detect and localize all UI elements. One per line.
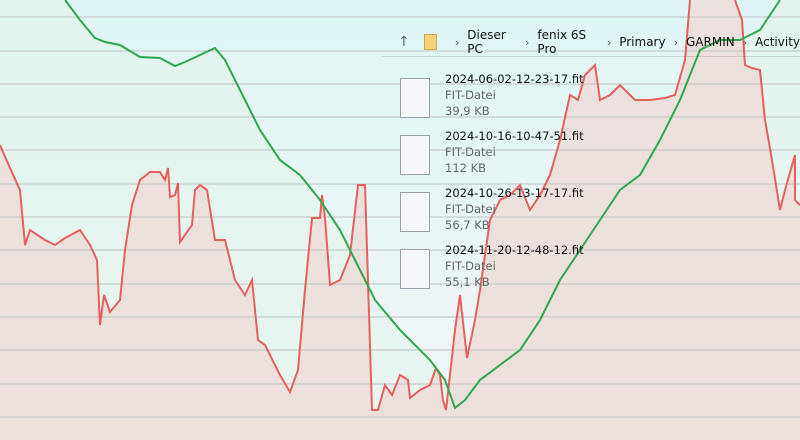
file-icon	[400, 192, 430, 232]
file-size: 55,1 KB	[445, 275, 490, 289]
folder-icon	[423, 34, 437, 50]
file-item[interactable]: 2024-06-02-12-23-17.fit FIT-Datei 39,9 KB	[398, 72, 798, 124]
file-type: FIT-Datei	[445, 145, 496, 159]
file-item[interactable]: 2024-10-16-10-47-51.fit FIT-Datei 112 KB	[398, 129, 798, 181]
file-name: 2024-10-16-10-47-51.fit	[445, 129, 584, 143]
file-type: FIT-Datei	[445, 202, 496, 216]
breadcrumb-item[interactable]: Dieser PC	[467, 28, 506, 56]
file-size: 112 KB	[445, 161, 487, 175]
file-icon	[400, 135, 430, 175]
breadcrumb-item[interactable]: Primary	[619, 35, 666, 49]
file-size: 39,9 KB	[445, 104, 490, 118]
breadcrumb-item[interactable]: GARMIN	[686, 35, 735, 49]
up-button[interactable]: ↑	[398, 34, 410, 50]
file-item[interactable]: 2024-10-26-13-17-17.fit FIT-Datei 56,7 KB	[398, 186, 798, 238]
file-item[interactable]: 2024-11-20-12-48-12.fit FIT-Datei 55,1 KB	[398, 243, 798, 295]
file-name: 2024-10-26-13-17-17.fit	[445, 186, 584, 200]
file-name: 2024-06-02-12-23-17.fit	[445, 72, 584, 86]
breadcrumb-item[interactable]: fenix 6S Pro	[537, 28, 587, 56]
breadcrumb-bar: ↑ › Dieser PC › fenix 6S Pro › Primary › GARMIN…	[382, 28, 800, 57]
file-type: FIT-Datei	[445, 259, 496, 273]
separator: ›	[742, 35, 748, 49]
separator: ›	[525, 35, 530, 49]
file-name: 2024-11-20-12-48-12.fit	[445, 243, 584, 257]
file-size: 56,7 KB	[445, 218, 490, 232]
separator: ›	[606, 35, 612, 49]
separator: ›	[673, 35, 678, 49]
breadcrumb-item[interactable]: Activity	[755, 35, 800, 49]
file-icon	[400, 78, 430, 118]
separator: ›	[454, 35, 460, 49]
file-icon	[400, 249, 430, 289]
file-type: FIT-Datei	[445, 88, 496, 102]
